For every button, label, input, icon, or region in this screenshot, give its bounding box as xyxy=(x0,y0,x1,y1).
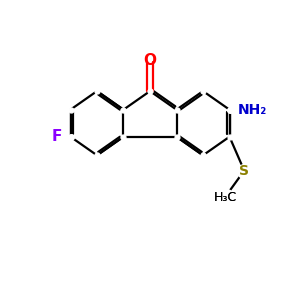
Text: H₃C: H₃C xyxy=(214,190,237,204)
Text: NH₂: NH₂ xyxy=(238,103,267,117)
Text: S: S xyxy=(239,164,249,178)
Text: H₃C: H₃C xyxy=(214,190,237,204)
Text: O: O xyxy=(143,53,157,68)
Text: F: F xyxy=(52,129,62,144)
